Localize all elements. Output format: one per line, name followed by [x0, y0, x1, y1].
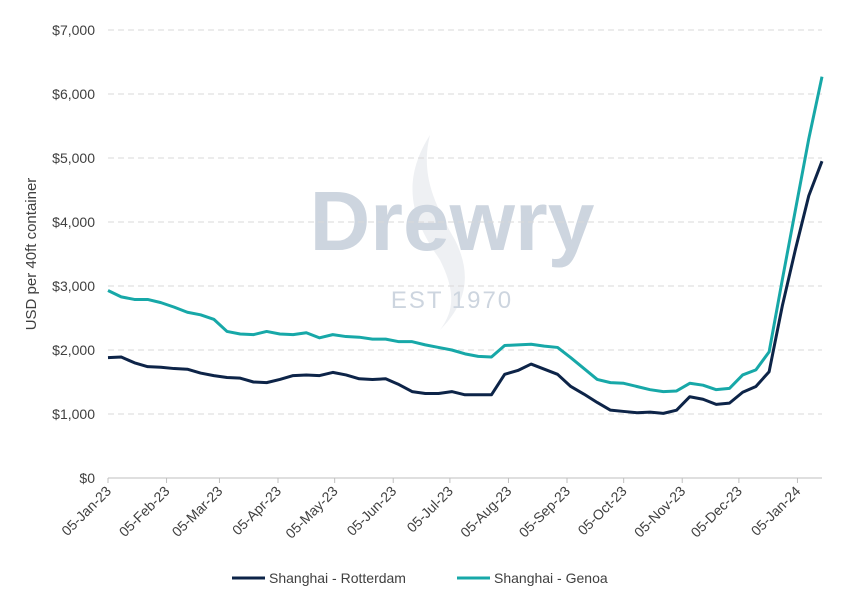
watermark-brand: Drewry [310, 174, 595, 268]
watermark-est: EST 1970 [391, 287, 513, 314]
watermark: Drewry EST 1970 [310, 135, 595, 330]
y-tick-label: $6,000 [52, 86, 95, 102]
watermark-flame [412, 135, 465, 330]
x-tick-label: 05-Aug-23 [457, 483, 515, 541]
x-tick-label: 05-Feb-23 [116, 483, 173, 540]
legend-label: Shanghai - Rotterdam [269, 570, 406, 586]
x-tick-label: 05-Nov-23 [631, 483, 689, 541]
y-tick-label: $2,000 [52, 342, 95, 358]
x-tick-label: 05-Oct-23 [574, 483, 629, 538]
y-tick-label: $3,000 [52, 278, 95, 294]
y-tick-label: $5,000 [52, 150, 95, 166]
x-tick-label: 05-Dec-23 [687, 483, 745, 541]
y-axis-title: USD per 40ft container [23, 178, 40, 331]
x-tick-label: 05-Jul-23 [403, 483, 456, 536]
x-tick-label: 05-Mar-23 [169, 483, 226, 540]
y-tick-label: $7,000 [52, 22, 95, 38]
x-tick-label: 05-Jan-24 [748, 483, 804, 539]
x-tick-label: 05-Sep-23 [516, 483, 574, 541]
y-tick-label: $0 [79, 470, 95, 486]
x-tick-label: 05-Jan-23 [58, 483, 114, 539]
x-tick-label: 05-Apr-23 [229, 483, 284, 538]
legend-label: Shanghai - Genoa [494, 570, 608, 586]
series-line [107, 76, 824, 394]
y-tick-label: $4,000 [52, 214, 95, 230]
series-line [107, 160, 824, 415]
x-tick-label: 05-May-23 [282, 483, 341, 542]
y-tick-label: $1,000 [52, 406, 95, 422]
x-tick-label: 05-Jun-23 [343, 483, 399, 539]
